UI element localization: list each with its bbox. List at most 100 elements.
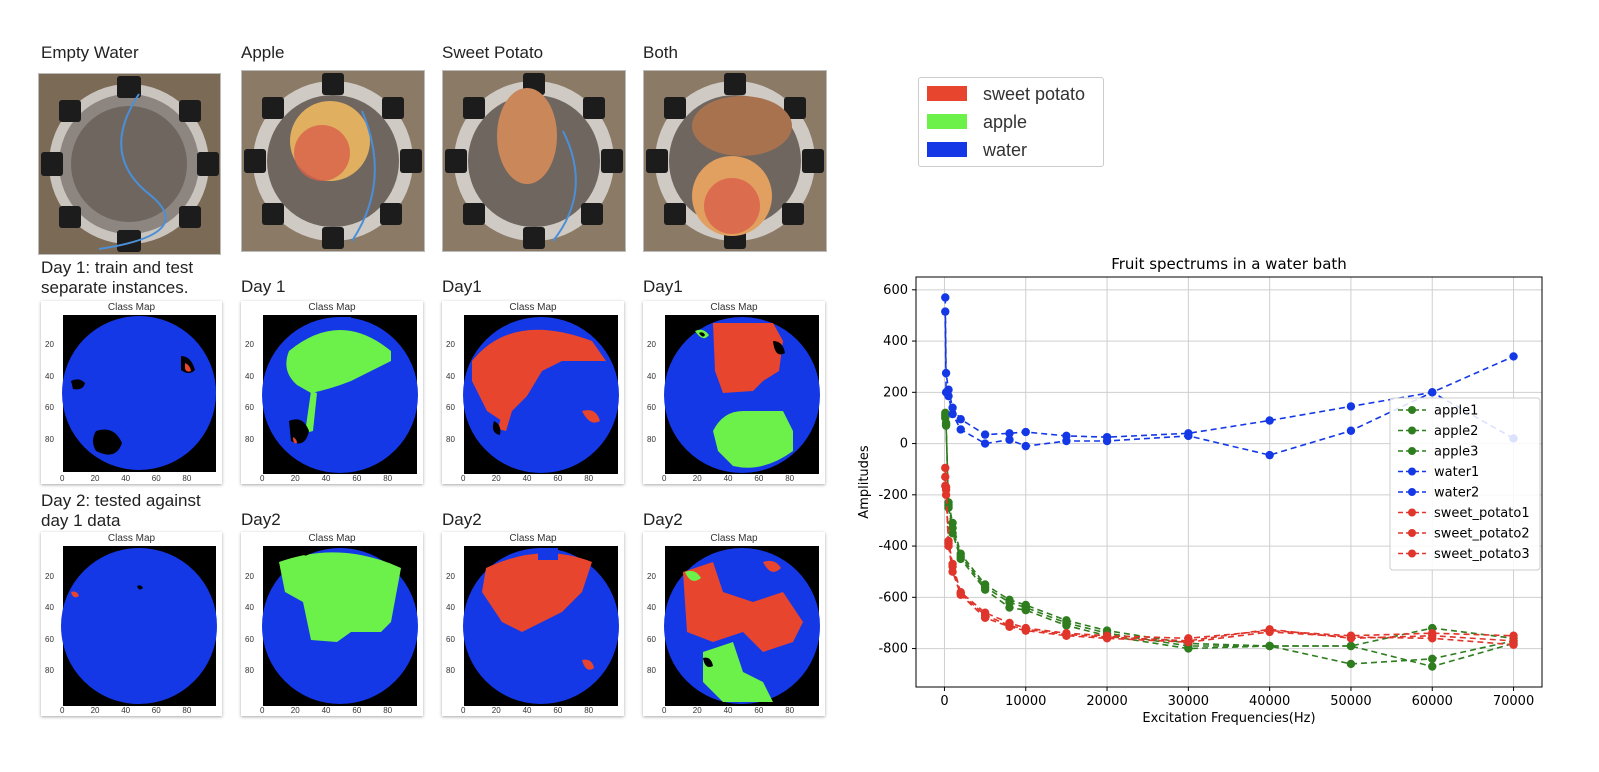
row-label-day2-apple: Day2 xyxy=(241,510,281,529)
photo-sweet-potato xyxy=(442,70,626,252)
data-point-sweet_potato3 xyxy=(1184,637,1193,647)
fruit-spectrum-chart: 0 10000 20000 30000 40000 50000 60000 70000 600 4… xyxy=(857,255,1543,726)
data-point-sweet_potato3 xyxy=(944,541,953,551)
legend-label-apple2: apple2 xyxy=(1434,424,1478,439)
class-map-y-tick: 80 xyxy=(245,666,254,676)
class-map-day1-empty-water: Class Map 20 40 60 80 0 20 40 60 80 xyxy=(41,301,222,484)
legend-label: sweet potato xyxy=(983,84,1086,104)
class-map-x-tick: 20 xyxy=(290,706,300,715)
class-map-x-tick: 80 xyxy=(785,474,795,483)
class-map-x-tick: 20 xyxy=(90,706,100,715)
class-map-y-tick: 40 xyxy=(45,603,54,613)
class-map-y-tick: 40 xyxy=(446,371,455,381)
data-point-apple3 xyxy=(941,413,950,423)
class-map-day2-both: Class Map 20 40 60 80 0 20 40 60 80 xyxy=(643,532,825,716)
data-point-apple3 xyxy=(1184,644,1193,653)
legend-label-apple1: apple1 xyxy=(1434,404,1478,419)
data-point-water2 xyxy=(1102,436,1112,446)
x-tick-label: 30000 xyxy=(1168,694,1209,709)
class-map-title: Class Map xyxy=(710,533,758,544)
class-map-x-tick: 80 xyxy=(785,706,795,715)
x-tick-label: 50000 xyxy=(1330,694,1371,709)
x-tick-label: 20000 xyxy=(1086,694,1127,709)
row-label-day2-sweet-potato: Day2 xyxy=(442,510,482,529)
class-map-y-tick: 60 xyxy=(647,634,656,644)
legend-marker-apple2 xyxy=(1408,426,1416,435)
class-map-y-tick: 40 xyxy=(245,603,254,613)
class-map-x-tick: 80 xyxy=(182,474,192,483)
class-map-x-tick: 20 xyxy=(290,474,300,483)
class-map-y-tick: 20 xyxy=(45,571,54,581)
column-header-empty-water: Empty Water xyxy=(41,43,139,62)
data-point-apple3 xyxy=(948,529,957,538)
class-map-title: Class Map xyxy=(509,533,557,544)
class-map-day2-empty-water: Class Map 20 40 60 80 0 20 40 60 80 xyxy=(41,532,222,716)
class-map-title: Class Map xyxy=(710,302,758,313)
plot-frame xyxy=(915,276,1543,688)
class-map-x-tick: 80 xyxy=(584,706,594,715)
class-map-y-tick: 60 xyxy=(647,403,656,413)
series-line-apple2 xyxy=(944,415,1514,665)
data-point-water1 xyxy=(941,293,950,302)
class-map-y-tick: 60 xyxy=(45,634,54,644)
class-map-y-tick: 60 xyxy=(245,403,254,413)
class-map-day2-sweet-potato: Class Map 20 40 60 80 0 20 40 60 80 xyxy=(442,532,624,716)
class-map-x-tick: 40 xyxy=(121,706,131,715)
class-map-x-tick: 40 xyxy=(723,706,733,715)
class-map-x-tick: 60 xyxy=(151,706,161,715)
data-point-apple2 xyxy=(1428,654,1437,664)
legend-swatch xyxy=(927,114,967,129)
x-tick-label: 60000 xyxy=(1412,694,1453,709)
data-point-sweet_potato1 xyxy=(941,463,950,473)
class-map-x-tick: 0 xyxy=(461,706,466,715)
data-point-sweet_potato3 xyxy=(1346,632,1356,642)
x-tick-label: 40000 xyxy=(1249,694,1290,709)
class-map-y-tick: 40 xyxy=(647,371,656,381)
class-map-title: Class Map xyxy=(509,302,557,313)
class-map-x-tick: 40 xyxy=(723,474,733,483)
data-point-sweet_potato3 xyxy=(1005,622,1014,631)
data-point-water1 xyxy=(1265,416,1274,425)
data-point-water2 xyxy=(941,307,950,316)
legend-marker-apple3 xyxy=(1408,447,1416,455)
class-map-y-tick: 40 xyxy=(245,371,254,381)
y-tick-label: 200 xyxy=(883,385,908,400)
data-point-apple3 xyxy=(1062,621,1071,630)
data-point-water2 xyxy=(1021,441,1030,451)
class-map-x-tick: 20 xyxy=(491,706,501,715)
class-map-x-tick: 40 xyxy=(522,706,532,715)
y-tick-label: -400 xyxy=(878,539,908,554)
class-map-title: Class Map xyxy=(308,533,356,544)
class-map-x-tick: 60 xyxy=(553,706,563,715)
legend-label-sweet_potato2: sweet_potato2 xyxy=(1434,527,1530,542)
data-point-sweet_potato3 xyxy=(941,481,950,491)
data-point-apple3 xyxy=(941,421,951,430)
class-map-x-tick: 40 xyxy=(321,474,331,483)
class-map-y-tick: 80 xyxy=(647,666,656,676)
class-map-x-tick: 20 xyxy=(692,474,702,483)
data-point-sweet_potato3 xyxy=(1062,631,1071,640)
x-tick-label: 0 xyxy=(940,694,948,709)
class-map-day2-apple: Class Map 20 40 60 80 0 20 40 60 80 xyxy=(241,532,423,716)
series-line-apple3 xyxy=(944,417,1514,668)
class-map-y-tick: 80 xyxy=(245,434,254,444)
class-map-x-tick: 20 xyxy=(90,474,100,483)
photo-empty-water xyxy=(38,73,221,255)
class-map-x-tick: 0 xyxy=(662,474,667,483)
data-point-water1 xyxy=(1509,352,1518,361)
row-label-day1-empty-water: Day 1: train and test separate instances… xyxy=(41,258,194,297)
data-point-apple3 xyxy=(1265,641,1274,651)
x-axis-label: Excitation Frequencies(Hz) xyxy=(1142,711,1315,726)
row-label-day1-both: Day1 xyxy=(643,277,683,296)
data-point-water2 xyxy=(1005,435,1014,444)
class-map-x-tick: 0 xyxy=(260,706,265,715)
data-point-water2 xyxy=(1265,450,1274,460)
class-map-x-tick: 0 xyxy=(60,474,65,483)
data-point-water2 xyxy=(944,391,953,401)
y-tick-label: 600 xyxy=(883,283,908,298)
data-point-water2 xyxy=(1346,426,1356,435)
class-map-day1-sweet-potato: Class Map 20 40 60 80 0 20 40 60 80 xyxy=(442,301,624,484)
class-map-title: Class Map xyxy=(308,302,356,313)
class-map-x-tick: 60 xyxy=(352,706,362,715)
row-label-day2-both: Day2 xyxy=(643,510,683,529)
